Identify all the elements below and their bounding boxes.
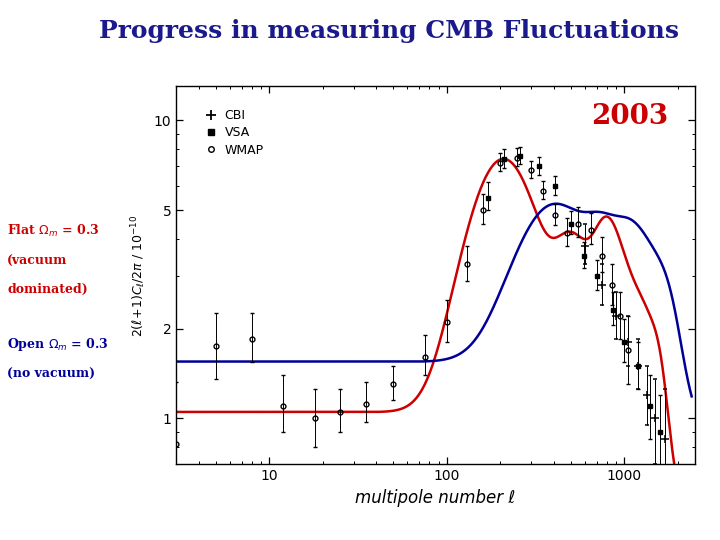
Text: Progress in measuring CMB Fluctuations: Progress in measuring CMB Fluctuations [99, 19, 679, 43]
Text: Flat $\Omega_m$ = 0.3: Flat $\Omega_m$ = 0.3 [7, 223, 99, 239]
Text: dominated): dominated) [7, 283, 88, 296]
Text: (vacuum: (vacuum [7, 254, 68, 268]
Text: (no vacuum): (no vacuum) [7, 368, 95, 381]
Text: Open $\Omega_m$ = 0.3: Open $\Omega_m$ = 0.3 [7, 336, 109, 353]
Y-axis label: $2(\ell\!+\!1)C_\ell/2\pi\ /\ 10^{-10}$: $2(\ell\!+\!1)C_\ell/2\pi\ /\ 10^{-10}$ [130, 214, 148, 336]
Text: 2003: 2003 [591, 103, 668, 130]
Legend: CBI, VSA, WMAP: CBI, VSA, WMAP [198, 104, 269, 162]
X-axis label: multipole number ℓ: multipole number ℓ [356, 489, 516, 507]
